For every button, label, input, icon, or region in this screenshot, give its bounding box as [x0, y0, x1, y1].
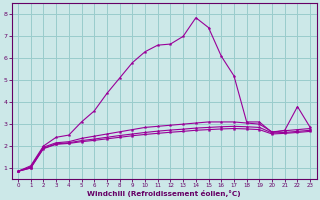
- X-axis label: Windchill (Refroidissement éolien,°C): Windchill (Refroidissement éolien,°C): [87, 190, 241, 197]
